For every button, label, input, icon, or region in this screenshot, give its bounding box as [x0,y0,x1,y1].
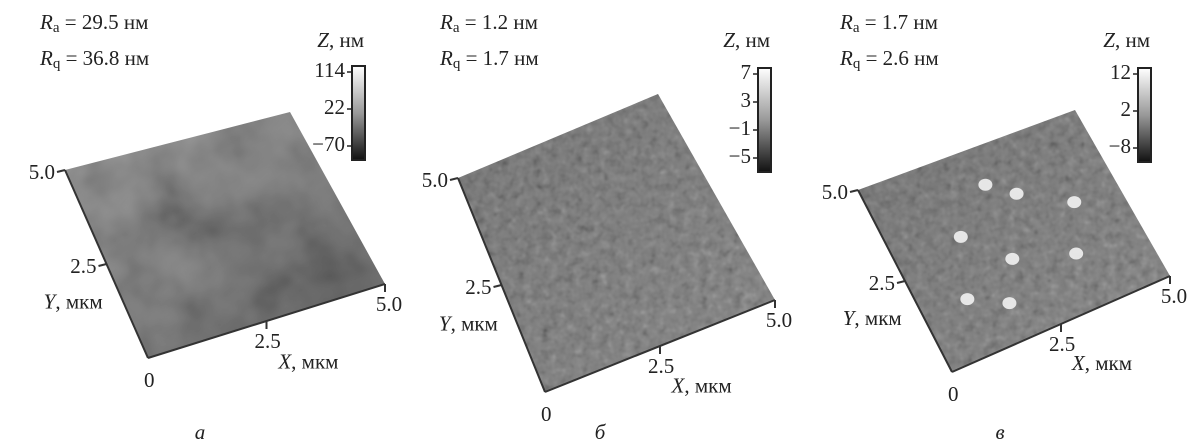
roughness-ra: Ra = 1.7 нм [839,10,938,37]
y-tick [99,264,107,266]
grain [978,179,992,191]
caption: в [995,420,1004,444]
figure: 02.55.02.55.0Y, мкмX, мкмRa = 29.5 нмRq … [0,0,1201,448]
afm-surface [458,94,775,392]
x-unit: , мкм [291,349,338,373]
y-tick-label: 5.0 [822,180,848,204]
z-unit: , нм [735,28,770,52]
y-tick [450,178,458,180]
caption: а [195,420,206,444]
y-tick-label: 2.5 [70,254,96,278]
symbol: R [439,46,453,70]
roughness-rq: Rq = 36.8 нм [39,46,149,73]
y-tick [897,281,905,283]
x-symbol: X [277,349,292,373]
y-axis-label: Y, мкм [44,289,103,313]
x-tick-label: 2.5 [255,329,281,353]
roughness-ra: Ra = 1.2 нм [439,10,538,37]
colorbar-tick-label: −8 [1109,134,1131,158]
x-symbol: X [671,373,686,397]
colorbar-tick-label: 3 [741,88,752,112]
y-tick [850,190,858,192]
symbol: R [439,10,453,34]
origin-label: 0 [948,382,959,406]
grain [1005,253,1019,265]
caption: б [595,420,607,444]
symbol: R [839,46,853,70]
colorbar-label: Z, нм [1103,28,1150,52]
y-tick-label: 2.5 [465,275,491,299]
grain [960,293,974,305]
value: = 1.2 нм [460,10,538,34]
colorbar-tick-label: 22 [324,95,345,119]
colorbar-tick-label: −70 [312,132,345,156]
y-axis-label: Y, мкм [439,312,498,336]
value: = 1.7 нм [460,46,538,70]
y-unit: , мкм [55,289,102,313]
x-tick-label: 2.5 [648,354,674,378]
y-tick-label: 2.5 [869,271,895,295]
colorbar [758,68,771,172]
x-unit: , мкм [1085,351,1132,375]
x-unit: , мкм [684,373,731,397]
x-tick-label: 5.0 [1161,284,1187,308]
z-unit: , нм [1115,28,1150,52]
roughness-rq: Rq = 2.6 нм [839,46,939,73]
colorbar-tick-label: 114 [314,58,345,82]
z-unit: , нм [329,28,364,52]
colorbar [352,66,365,160]
origin-label: 0 [541,402,552,426]
colorbar-tick-label: 2 [1121,97,1132,121]
colorbar-label: Z, нм [317,28,364,52]
value: = 29.5 нм [60,10,149,34]
colorbar [1138,68,1151,162]
y-tick-label: 5.0 [29,160,55,184]
colorbar-tick-label: 7 [741,60,752,84]
y-axis-label: Y, мкм [843,306,902,330]
x-symbol: X [1071,351,1086,375]
value: = 1.7 нм [860,10,938,34]
y-tick-label: 5.0 [422,168,448,192]
y-tick [57,170,65,172]
x-axis-label: X, мкм [671,373,732,397]
grain [1002,297,1016,309]
z-symbol: Z [317,28,329,52]
symbol: R [839,10,853,34]
colorbar-tick-label: −5 [729,144,751,168]
panel: 02.55.02.55.0Y, мкмX, мкмRa = 1.7 нмRq =… [822,10,1187,444]
grain [954,231,968,243]
value: = 2.6 нм [860,46,938,70]
colorbar-tick-label: 12 [1110,60,1131,84]
y-unit: , мкм [854,306,901,330]
colorbar-tick-label: −1 [729,116,751,140]
grain [1069,248,1083,260]
x-axis-label: X, мкм [1071,351,1132,375]
colorbar-label: Z, нм [723,28,770,52]
origin-label: 0 [144,368,155,392]
z-symbol: Z [1103,28,1115,52]
x-axis-label: X, мкм [277,349,338,373]
roughness-ra: Ra = 29.5 нм [39,10,148,37]
y-unit: , мкм [451,312,498,336]
z-symbol: Z [723,28,735,52]
symbol: R [39,10,53,34]
value: = 36.8 нм [60,46,149,70]
x-tick-label: 5.0 [766,308,792,332]
x-tick-label: 5.0 [376,292,402,316]
grain [1010,188,1024,200]
y-tick [494,285,502,287]
grain [1067,196,1081,208]
symbol: R [39,46,53,70]
roughness-rq: Rq = 1.7 нм [439,46,539,73]
